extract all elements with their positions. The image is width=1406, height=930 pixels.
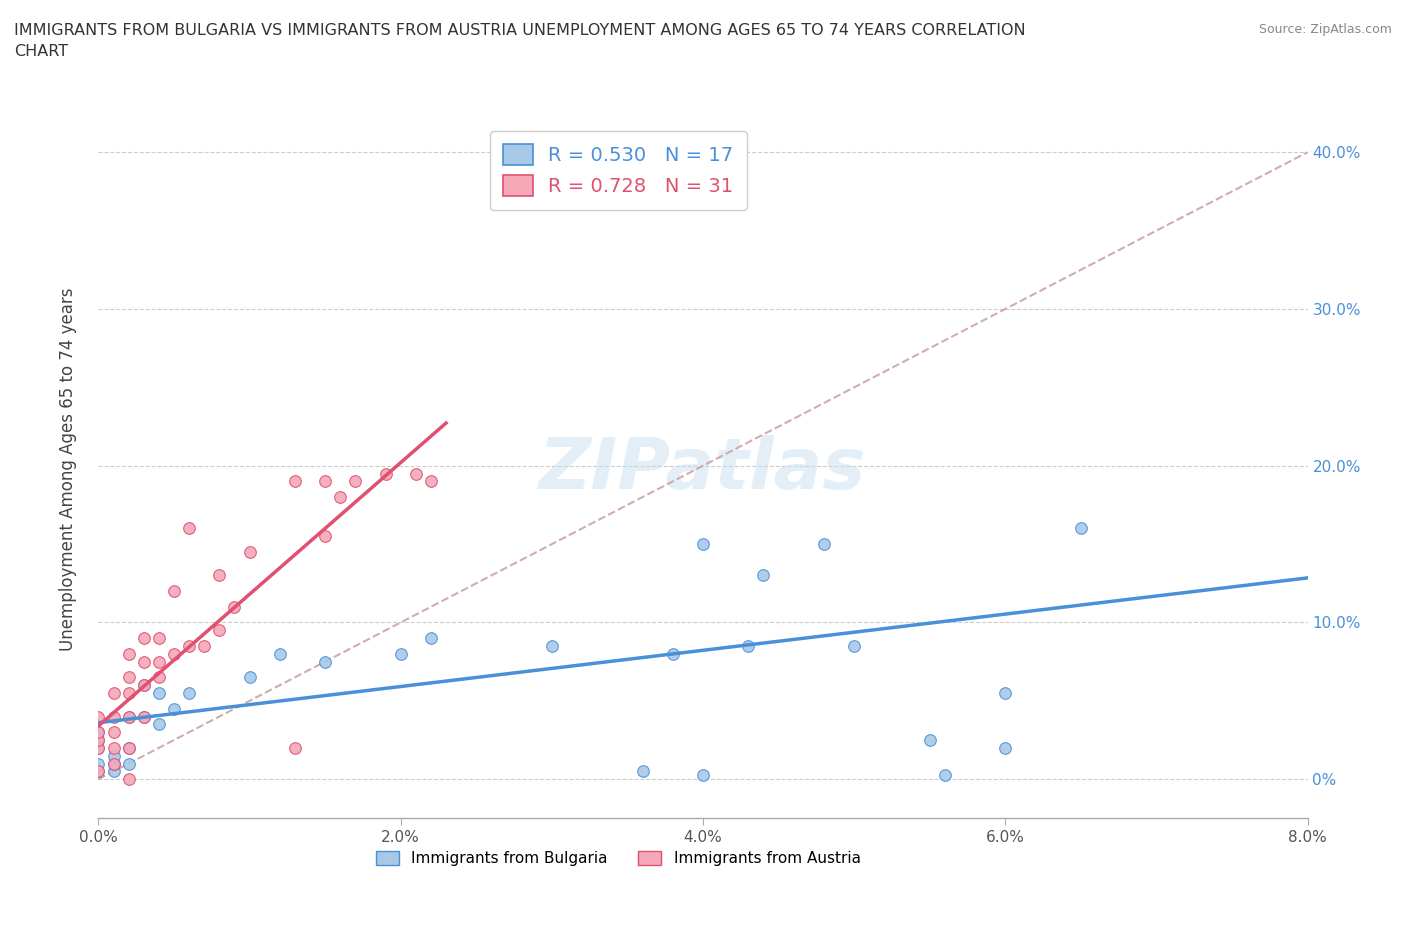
Point [314, 529, 336, 544]
Point [132, 678, 155, 693]
Point [118, 740, 141, 755]
Point [103, 756, 125, 771]
Point [269, 646, 291, 661]
Point [148, 670, 170, 684]
Point [87, 709, 110, 724]
Point [844, 639, 866, 654]
Point [284, 474, 307, 489]
Point [148, 685, 170, 700]
Point [87, 724, 110, 739]
Point [994, 685, 1017, 700]
Point [284, 740, 307, 755]
Text: IMMIGRANTS FROM BULGARIA VS IMMIGRANTS FROM AUSTRIA UNEMPLOYMENT AMONG AGES 65 T: IMMIGRANTS FROM BULGARIA VS IMMIGRANTS F… [14, 23, 1026, 60]
Point [163, 701, 186, 716]
Point [103, 740, 125, 755]
Point [918, 733, 941, 748]
Point [934, 767, 956, 782]
Point [103, 764, 125, 778]
Point [314, 474, 336, 489]
Point [87, 733, 110, 748]
Point [420, 474, 443, 489]
Point [239, 544, 262, 559]
Point [87, 740, 110, 755]
Point [103, 756, 125, 771]
Point [314, 654, 336, 669]
Point [87, 764, 110, 778]
Point [87, 733, 110, 748]
Text: ZIPatlas: ZIPatlas [540, 435, 866, 504]
Legend: Immigrants from Bulgaria, Immigrants from Austria: Immigrants from Bulgaria, Immigrants fro… [368, 844, 868, 873]
Point [163, 584, 186, 599]
Point [420, 631, 443, 645]
Point [118, 709, 141, 724]
Point [752, 568, 775, 583]
Point [132, 631, 155, 645]
Point [405, 466, 427, 481]
Point [208, 623, 231, 638]
Point [118, 646, 141, 661]
Point [118, 756, 141, 771]
Point [163, 646, 186, 661]
Point [103, 749, 125, 764]
Point [103, 724, 125, 739]
Point [1070, 521, 1092, 536]
Point [208, 568, 231, 583]
Point [87, 724, 110, 739]
Point [118, 685, 141, 700]
Point [132, 678, 155, 693]
Point [87, 740, 110, 755]
Point [87, 756, 110, 771]
Point [179, 639, 201, 654]
Point [193, 639, 215, 654]
Y-axis label: Unemployment Among Ages 65 to 74 years: Unemployment Among Ages 65 to 74 years [59, 288, 77, 651]
Point [179, 521, 201, 536]
Point [132, 709, 155, 724]
Point [179, 685, 201, 700]
Point [224, 599, 246, 614]
Point [103, 709, 125, 724]
Point [148, 654, 170, 669]
Point [118, 709, 141, 724]
Point [737, 639, 759, 654]
Point [344, 474, 367, 489]
Point [103, 685, 125, 700]
Point [118, 670, 141, 684]
Point [994, 740, 1017, 755]
Point [661, 192, 683, 206]
Point [631, 764, 654, 778]
Point [118, 740, 141, 755]
Text: Source: ZipAtlas.com: Source: ZipAtlas.com [1258, 23, 1392, 36]
Point [374, 466, 396, 481]
Point [389, 646, 412, 661]
Point [132, 709, 155, 724]
Point [813, 537, 835, 551]
Point [148, 631, 170, 645]
Point [540, 639, 562, 654]
Point [692, 537, 714, 551]
Point [118, 772, 141, 787]
Point [132, 654, 155, 669]
Point [329, 489, 352, 504]
Point [239, 670, 262, 684]
Point [148, 717, 170, 732]
Point [692, 767, 714, 782]
Point [87, 764, 110, 778]
Point [661, 646, 683, 661]
